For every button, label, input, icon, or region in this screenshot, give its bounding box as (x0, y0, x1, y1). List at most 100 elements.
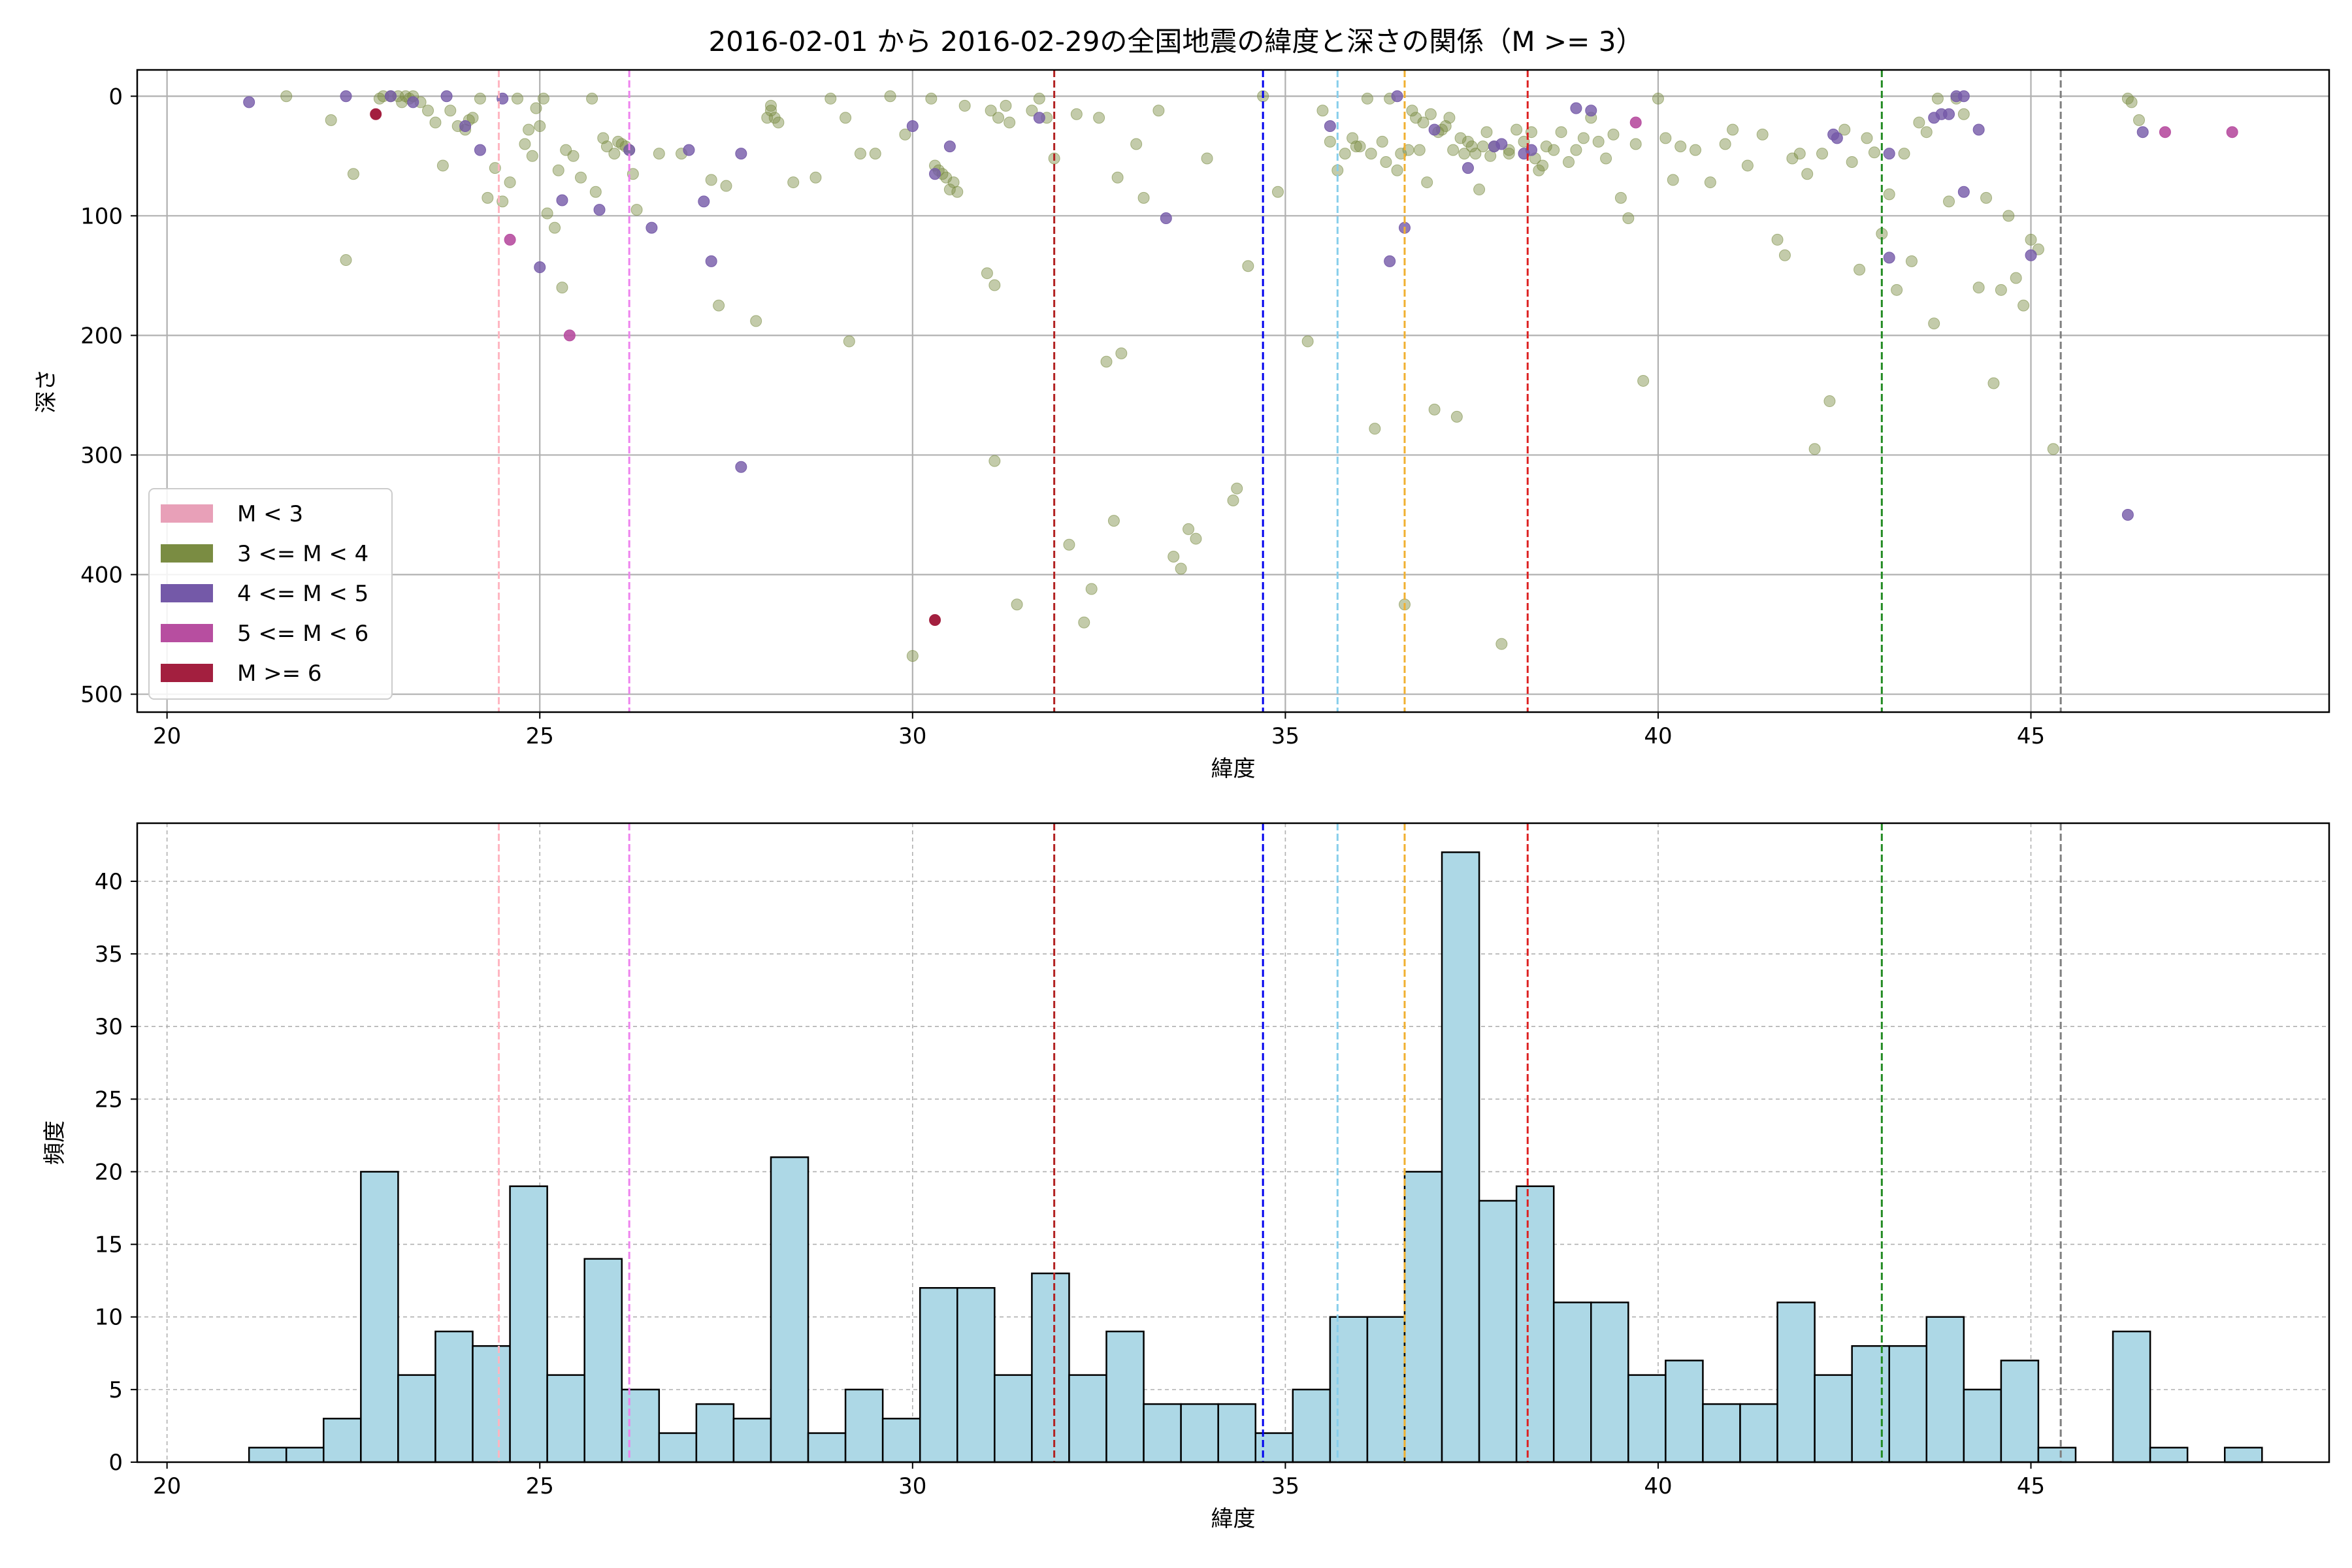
scatter-point (1838, 123, 1851, 136)
scatter-point (1424, 108, 1437, 120)
scatter-point (1417, 116, 1429, 129)
scatter-point (1935, 108, 1948, 120)
legend-label: 4 <= M < 5 (237, 581, 368, 607)
scatter-point (459, 120, 472, 133)
hist-y-tick-label: 15 (95, 1232, 123, 1258)
scatter-point (537, 92, 549, 105)
scatter-point (1410, 112, 1422, 124)
scatter-point (1972, 282, 1985, 294)
scatter-point (1913, 116, 1925, 129)
scatter-point (1533, 164, 1545, 176)
scatter-point (1555, 126, 1567, 139)
scatter-point (1473, 184, 1486, 196)
hist-bar (695, 1403, 735, 1463)
scatter-point (1070, 108, 1083, 120)
hist-y-tick-label: 25 (95, 1086, 123, 1113)
scatter-point (1115, 347, 1128, 359)
hist-y-tick-label: 35 (95, 941, 123, 968)
hist-bar (1888, 1345, 1928, 1463)
hist-bar (1552, 1301, 1592, 1463)
legend-label: 3 <= M < 4 (237, 541, 368, 567)
hist-bar (2112, 1330, 2151, 1463)
scatter-point (713, 299, 725, 312)
scatter-point (1898, 148, 1910, 160)
scatter-point (549, 221, 561, 234)
scatter-point (504, 233, 516, 246)
scatter-point (396, 96, 408, 108)
scatter-point (630, 204, 643, 216)
scatter-point (825, 92, 837, 105)
hist-bar (285, 1446, 325, 1463)
scatter-point (2226, 126, 2238, 139)
scatter-point (1928, 318, 1940, 330)
scatter-point (1592, 135, 1605, 148)
hist-bar (1031, 1272, 1070, 1463)
scatter-point (943, 140, 956, 153)
hist-bar (1925, 1316, 1965, 1463)
scatter-point (1462, 162, 1474, 174)
scatter-point (1659, 132, 1672, 144)
scatter-point (705, 255, 717, 267)
scatter-point (1201, 152, 1213, 165)
scatter-point (764, 99, 777, 112)
scatter-point (1130, 138, 1143, 150)
scatter-point (1503, 148, 1515, 160)
scatter-point (1883, 252, 1895, 264)
scatter-point (384, 90, 397, 103)
scatter-point (2017, 299, 2030, 312)
scatter-y-tick-label: 100 (80, 203, 123, 229)
scatter-point (1011, 598, 1023, 611)
scatter-point (1883, 188, 1895, 201)
scatter-point (1629, 116, 1642, 129)
scatter-point (325, 114, 337, 126)
hist-bar (2037, 1446, 2077, 1463)
scatter-point (1190, 532, 1202, 545)
figure-title: 2016-02-01 から 2016-02-29の全国地震の緯度と深さの関係（M… (709, 25, 1644, 57)
scatter-point (407, 96, 419, 108)
legend-swatch (161, 544, 213, 563)
hist-bar (807, 1432, 847, 1463)
scatter-point (1033, 92, 1045, 105)
scatter-point (843, 335, 855, 348)
scatter-point (1093, 112, 1105, 124)
scatter-point (1361, 92, 1373, 105)
scatter-point (519, 138, 531, 150)
hist-bar (1441, 851, 1480, 1463)
scatter-x-tick-label: 40 (1644, 723, 1672, 749)
scatter-point (1816, 148, 1829, 160)
scatter-point (958, 99, 971, 112)
scatter-point (534, 261, 546, 274)
scatter-point (1428, 123, 1441, 136)
hist-bar (1292, 1388, 1331, 1463)
hist-x-tick-label: 35 (1271, 1473, 1299, 1499)
scatter-point (1570, 102, 1582, 114)
hist-x-tick-label: 30 (898, 1473, 926, 1499)
scatter-y-tick-label: 500 (80, 682, 123, 708)
scatter-point (1727, 123, 1739, 136)
legend-swatch (161, 664, 213, 682)
scatter-point (1719, 138, 1731, 150)
scatter-point (1004, 116, 1016, 129)
legend-frame (148, 488, 393, 700)
hist-bar (1329, 1316, 1369, 1463)
scatter-point (840, 112, 852, 124)
scatter-point (943, 184, 956, 196)
scatter-point (1231, 482, 1243, 495)
legend-swatch (161, 584, 213, 602)
scatter-point (1563, 155, 1575, 168)
scatter-point (436, 159, 449, 172)
scatter-point (1883, 148, 1895, 160)
scatter-point (1980, 191, 1993, 204)
hist-bar (844, 1388, 884, 1463)
hist-bar (472, 1345, 511, 1463)
hist-bar (1515, 1185, 1555, 1463)
scatter-point (925, 92, 938, 105)
hist-bar (1702, 1403, 1741, 1463)
hist-bar (1590, 1301, 1629, 1463)
scatter-point (593, 204, 606, 216)
hist-y-tick-label: 10 (95, 1305, 123, 1331)
scatter-point (1227, 494, 1239, 506)
hist-bar (1366, 1316, 1406, 1463)
scatter-point (906, 649, 919, 662)
scatter-point (720, 180, 732, 192)
